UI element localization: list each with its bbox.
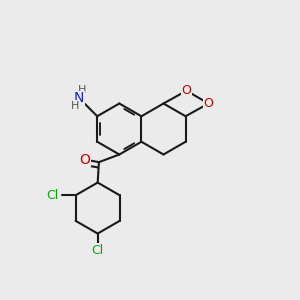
Text: O: O: [204, 97, 214, 110]
Text: N: N: [74, 91, 84, 105]
Text: H: H: [70, 101, 79, 111]
Text: O: O: [80, 153, 90, 166]
Text: Cl: Cl: [92, 244, 104, 256]
Text: Cl: Cl: [46, 189, 59, 202]
Text: H: H: [78, 85, 86, 95]
Text: O: O: [182, 84, 191, 97]
